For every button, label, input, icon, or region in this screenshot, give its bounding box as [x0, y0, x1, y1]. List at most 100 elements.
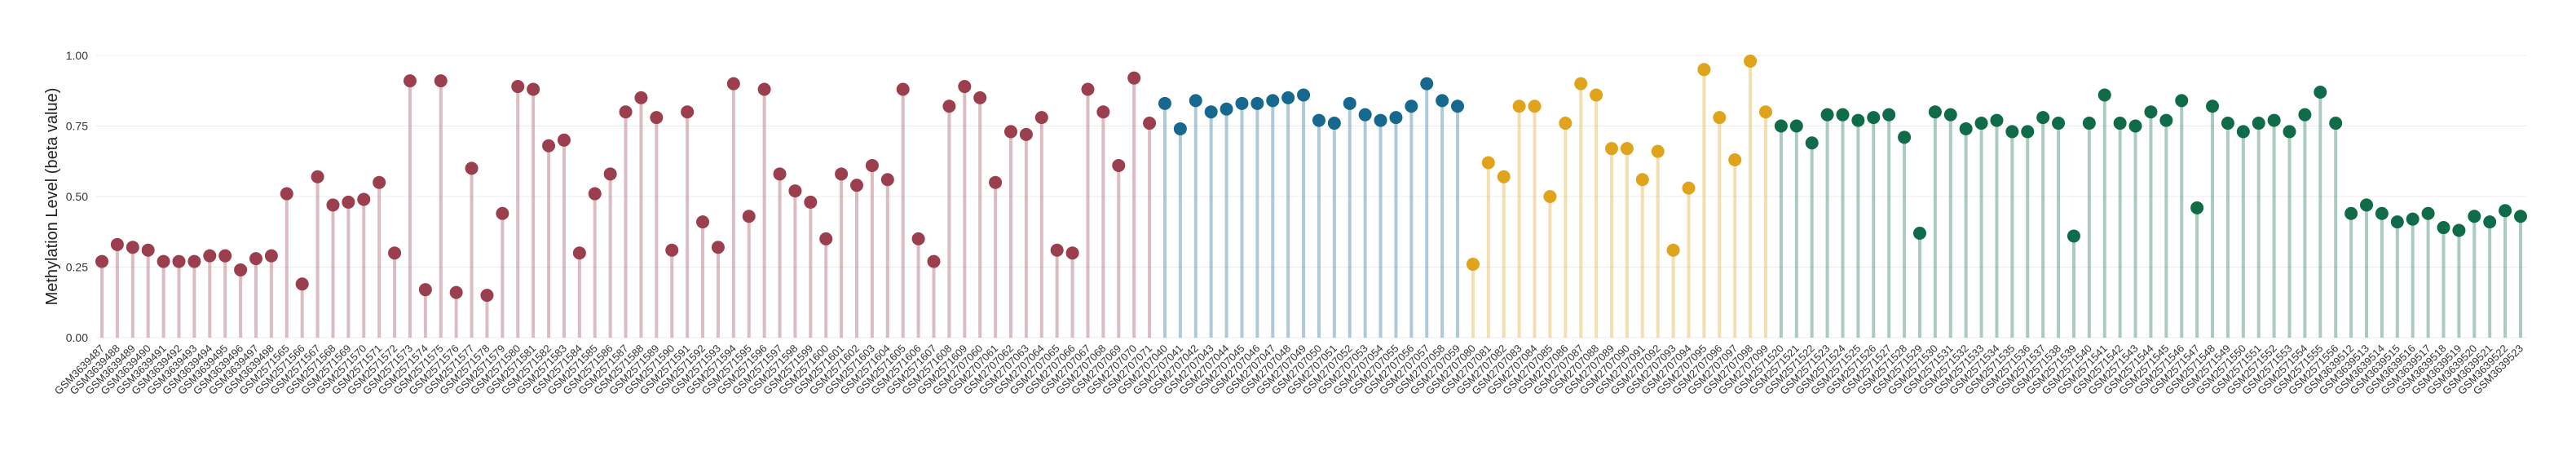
- point: [126, 241, 139, 254]
- point: [927, 254, 941, 268]
- point: [511, 80, 525, 94]
- point: [1713, 111, 1727, 125]
- point: [110, 237, 124, 251]
- y-tick-label: 0.50: [66, 190, 88, 203]
- point: [2159, 113, 2173, 127]
- point: [1605, 142, 1619, 156]
- point: [1312, 113, 1325, 127]
- point: [2175, 94, 2189, 108]
- point: [1034, 111, 1048, 125]
- point: [1912, 226, 1926, 240]
- point: [172, 254, 186, 268]
- point: [1003, 125, 1017, 139]
- point: [2206, 99, 2220, 113]
- point: [773, 167, 787, 181]
- point: [2097, 88, 2111, 102]
- point: [2468, 210, 2481, 223]
- point: [1943, 108, 1957, 122]
- point: [280, 187, 293, 201]
- point: [234, 263, 248, 276]
- point: [2082, 117, 2096, 130]
- point: [373, 175, 386, 189]
- point: [835, 167, 849, 181]
- point: [2283, 125, 2296, 139]
- point: [1096, 105, 1110, 119]
- point: [1774, 119, 1788, 133]
- point: [1574, 77, 1588, 91]
- point: [1836, 108, 1850, 122]
- point: [865, 158, 879, 172]
- point: [1220, 102, 1233, 116]
- point: [1882, 108, 1896, 122]
- point: [2437, 221, 2450, 235]
- point: [1297, 88, 1311, 102]
- point: [249, 252, 262, 266]
- point: [804, 195, 818, 209]
- point: [1266, 94, 1280, 108]
- point: [1898, 130, 1912, 144]
- point: [711, 241, 725, 254]
- point: [958, 80, 972, 94]
- point: [1281, 91, 1295, 104]
- point: [326, 198, 340, 212]
- point: [203, 249, 217, 263]
- point: [1235, 96, 1249, 110]
- point: [2221, 117, 2234, 130]
- point: [2329, 117, 2343, 130]
- point: [788, 184, 802, 198]
- point: [942, 99, 956, 113]
- point: [527, 82, 540, 96]
- point: [1959, 122, 1973, 135]
- point: [1651, 144, 1665, 158]
- point: [1528, 99, 1542, 113]
- point: [2021, 125, 2035, 139]
- point: [1481, 156, 1495, 170]
- point: [1666, 243, 1680, 257]
- point: [95, 254, 108, 268]
- point: [726, 77, 740, 91]
- point: [2190, 201, 2204, 214]
- point: [187, 254, 201, 268]
- point: [850, 179, 864, 192]
- point: [1543, 190, 1557, 203]
- point: [2360, 198, 2374, 212]
- point: [2067, 229, 2080, 243]
- point: [1204, 105, 1218, 119]
- point: [2036, 111, 2050, 125]
- point: [496, 206, 509, 220]
- point: [1497, 170, 1511, 183]
- point: [572, 246, 586, 260]
- point: [1974, 117, 1988, 130]
- point: [1158, 96, 1171, 110]
- point: [819, 232, 833, 245]
- point: [2252, 117, 2265, 130]
- point: [634, 91, 648, 104]
- point: [1805, 136, 1819, 150]
- y-tick-label: 0.00: [66, 331, 88, 344]
- point: [757, 82, 771, 96]
- point: [911, 232, 925, 245]
- point: [989, 175, 1003, 189]
- point: [1682, 181, 1696, 195]
- point: [2298, 108, 2312, 122]
- point: [295, 277, 309, 291]
- point: [465, 161, 479, 175]
- point: [1081, 82, 1095, 96]
- point: [1436, 94, 1449, 108]
- point: [1789, 119, 1803, 133]
- point: [2128, 119, 2142, 133]
- y-tick-label: 0.25: [66, 261, 88, 274]
- point: [650, 111, 664, 125]
- point: [1050, 243, 1064, 257]
- point: [357, 192, 371, 206]
- point: [2406, 212, 2419, 226]
- point: [742, 210, 756, 223]
- point: [1744, 54, 1758, 68]
- point: [311, 170, 324, 183]
- point: [2344, 206, 2358, 220]
- point: [603, 167, 617, 181]
- point: [1697, 63, 1711, 77]
- point: [1451, 99, 1465, 113]
- point: [418, 283, 432, 297]
